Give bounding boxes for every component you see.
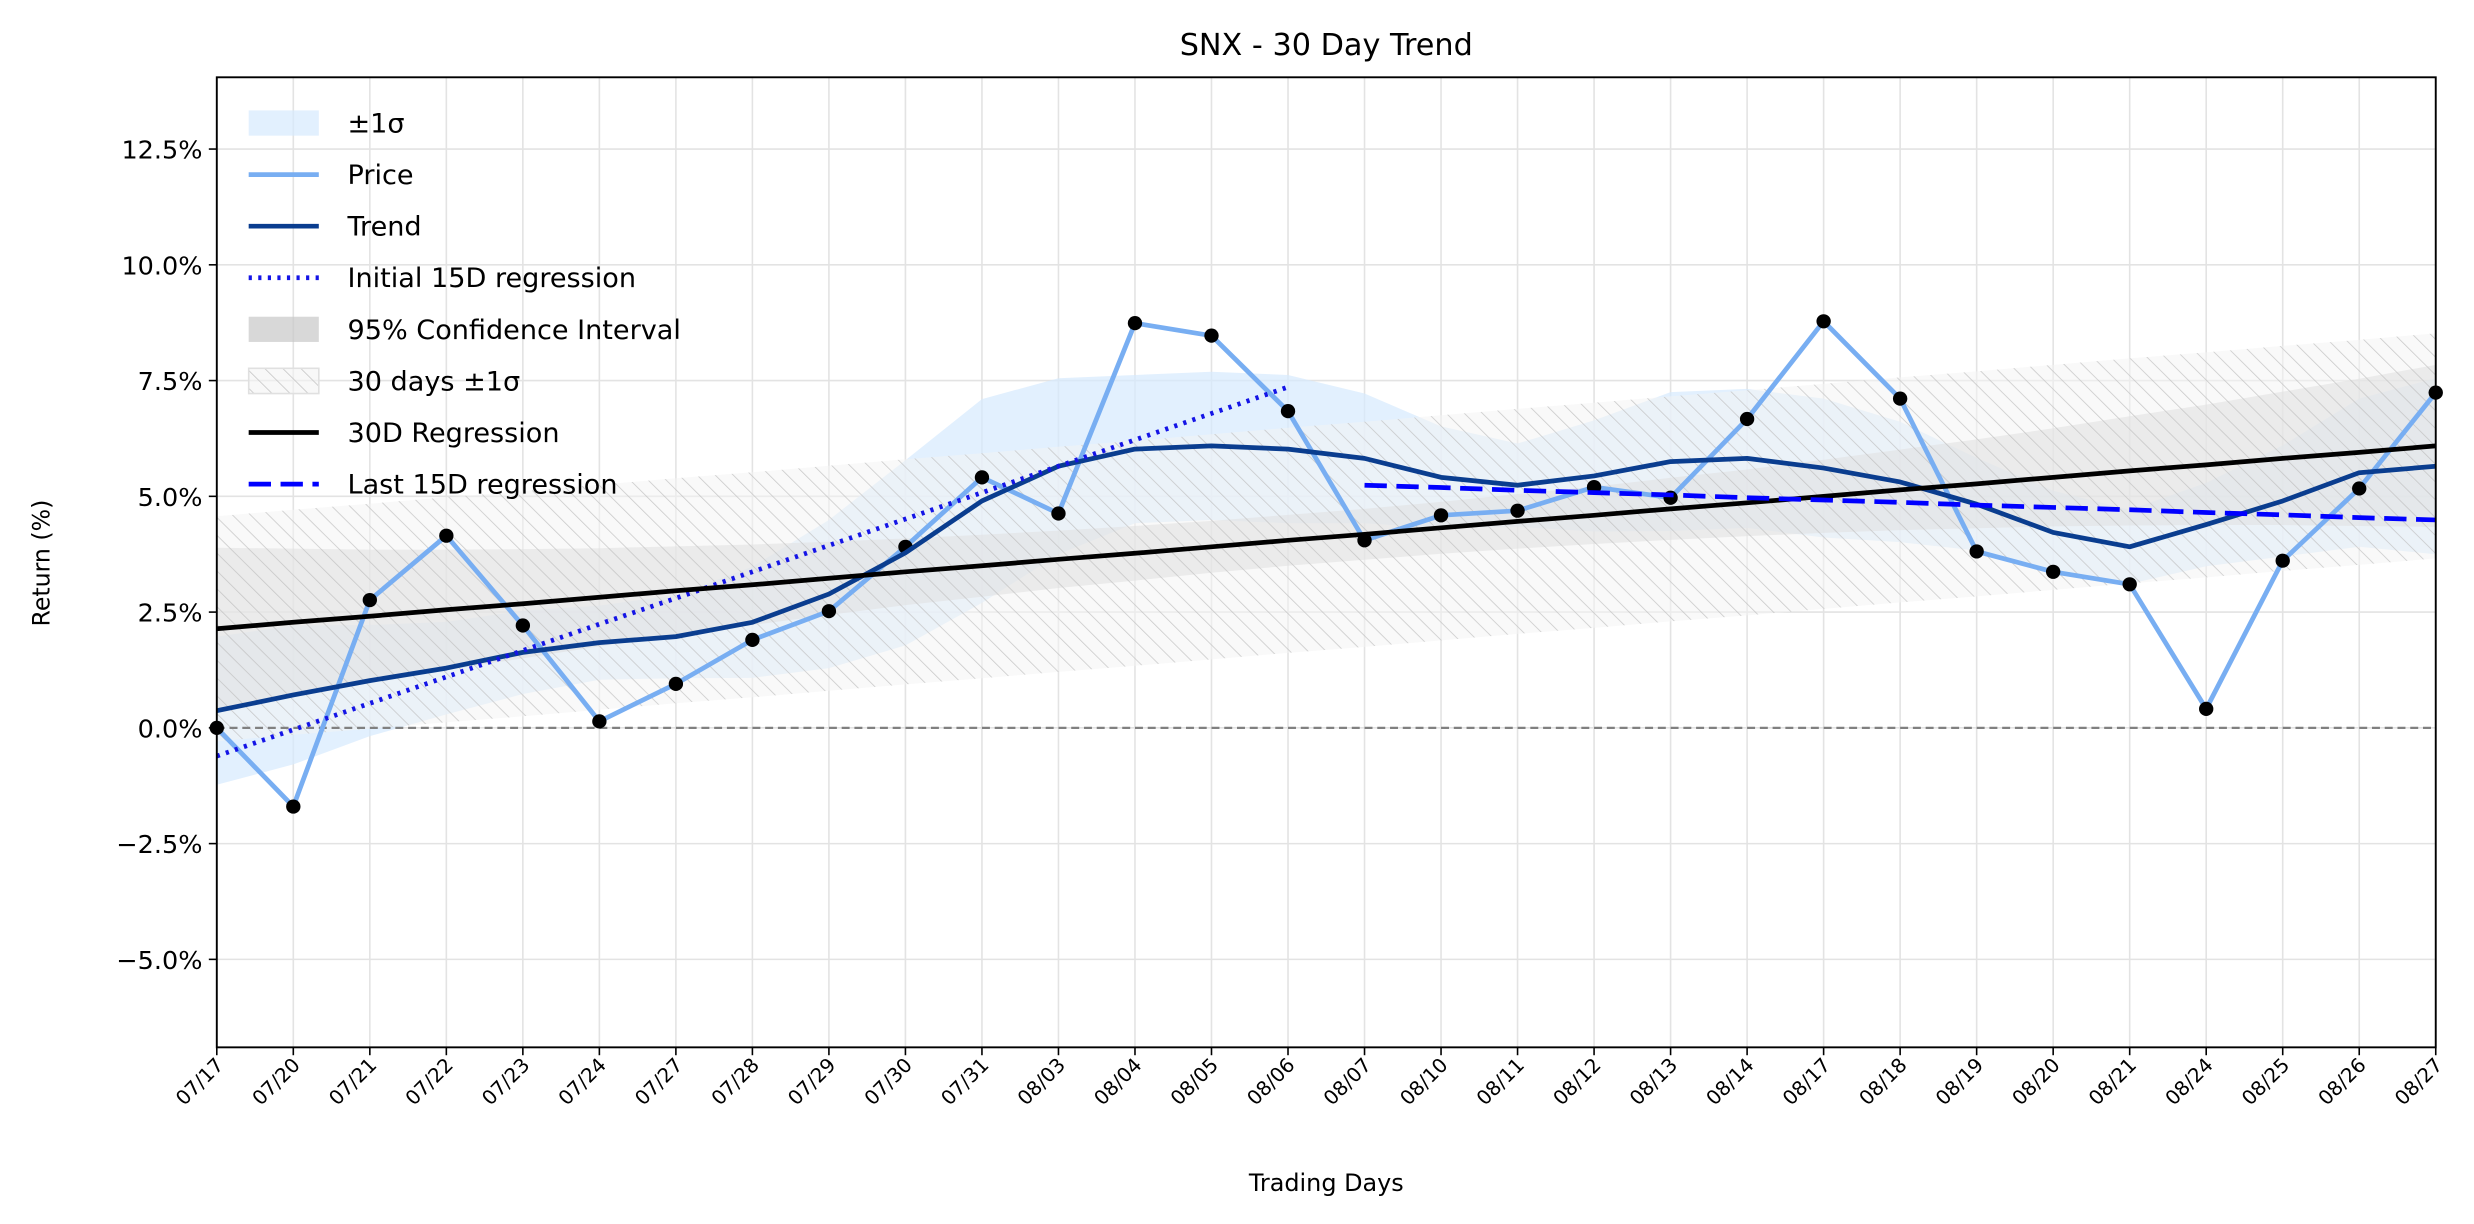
y-tick-label: 10.0% [121,250,202,280]
point [1127,316,1143,331]
x-tick-label: 08/18 [1855,1054,1912,1110]
x-tick-label: 07/17 [171,1054,228,1110]
legend-label: ±1σ [348,109,405,140]
point [2122,577,2137,592]
point [1510,503,1525,518]
point [362,592,377,608]
plot-area [209,77,2443,1048]
x-tick-label: 08/14 [1702,1054,1759,1110]
legend-swatch [248,316,319,342]
point [1739,411,1755,427]
x-tick-label: 08/27 [2390,1054,2447,1110]
point [515,618,531,633]
x-tick-label: 07/31 [937,1054,994,1110]
legend-label: 30 days ±1σ [348,367,521,398]
y-axis-label: Return (%) [27,500,55,627]
point [2275,553,2290,568]
legend-swatch [248,110,319,136]
x-tick-label: 07/24 [554,1054,611,1110]
y-tick-label: −5.0% [116,945,202,975]
x-tick-label: 08/13 [1625,1054,1682,1110]
point [1051,506,1066,521]
x-tick-label: 08/07 [1319,1054,1376,1110]
point [1204,328,1219,343]
x-tick-label: 07/30 [860,1054,917,1110]
y-tick-label: 12.5% [121,135,202,165]
x-tick-label: 07/29 [783,1054,840,1110]
point [1280,404,1296,419]
legend-label: Initial 15D regression [348,263,637,294]
point [1433,508,1449,523]
x-tick-label: 08/26 [2314,1054,2371,1110]
x-tick-label: 08/21 [2084,1054,2141,1110]
plot-frame [215,76,2437,1049]
series-line [216,443,2436,632]
series-line [216,384,1289,759]
point [286,799,301,814]
point [745,632,760,647]
series-line [1364,482,2436,523]
point [821,604,837,619]
y-tick-label: 2.5% [138,598,203,628]
y-tick-label: 0.0% [138,713,203,743]
x-tick-label: 07/20 [248,1054,305,1110]
x-tick-label: 08/17 [1778,1054,1835,1110]
chart-title: SNX - 30 Day Trend [1180,28,1473,63]
point [439,528,454,543]
x-tick-label: 08/19 [1931,1054,1988,1110]
x-tick-label: 07/27 [630,1054,687,1110]
point [2045,564,2061,579]
x-tick-label: 07/21 [324,1054,381,1110]
point [1816,314,1831,329]
x-tick-label: 08/11 [1472,1054,1529,1110]
y-tick-label: 7.5% [138,366,203,396]
legend-label: 30D Regression [348,418,560,449]
point [1892,391,1908,406]
x-tick-label: 08/12 [1549,1054,1606,1110]
point [668,676,684,691]
point [592,714,607,729]
y-tick-label: 5.0% [138,482,203,512]
legend-label: Trend [347,212,422,243]
x-tick-label: 08/20 [2008,1054,2065,1110]
legend-label: Last 15D regression [348,470,618,501]
x-tick-label: 08/03 [1013,1054,1070,1110]
x-tick-label: 07/23 [477,1054,534,1110]
x-tick-label: 08/04 [1090,1054,1147,1110]
legend: ±1σ Price Trend Initial 15D regression 95% C… [247,109,681,501]
series-line [215,318,2438,809]
point [1969,544,1984,559]
x-tick-label: 08/24 [2161,1054,2218,1110]
x-tick-label: 08/05 [1166,1054,1223,1110]
x-tick-label: 07/28 [707,1054,764,1110]
legend-label: 95% Confidence Interval [348,315,681,346]
point [2352,481,2367,496]
x-tick-label: 07/22 [401,1054,458,1110]
legend-swatch [247,367,320,395]
x-tick-label: 08/10 [1396,1054,1453,1110]
y-tick-label: −2.5% [116,829,202,859]
series-line [216,443,2436,714]
x-tick-label: 08/25 [2237,1054,2294,1110]
x-axis-label: Trading Days [1248,1169,1404,1197]
point [974,470,990,485]
x-tick-label: 08/06 [1243,1054,1300,1110]
legend-label: Price [348,160,414,191]
point [2199,701,2214,716]
